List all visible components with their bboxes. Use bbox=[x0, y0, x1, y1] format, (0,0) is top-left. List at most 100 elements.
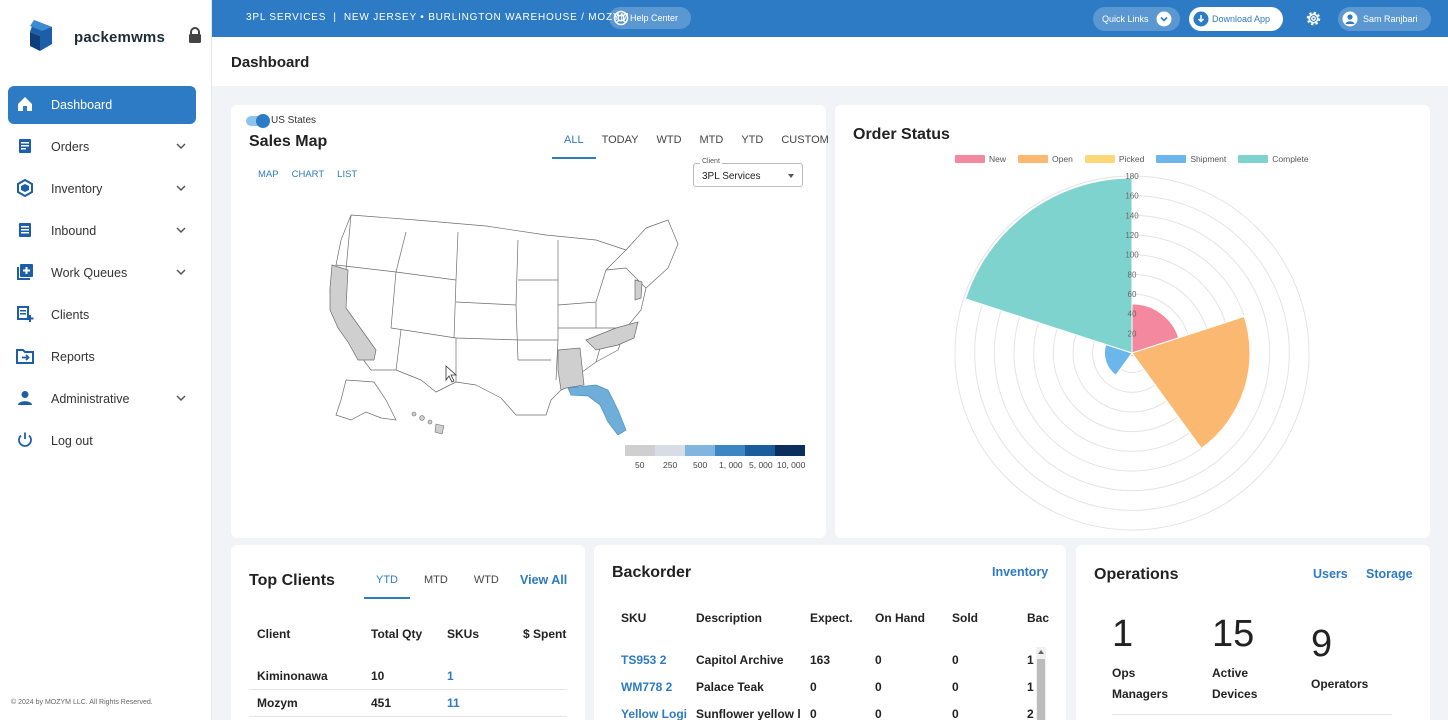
chevron-down-icon[interactable] bbox=[176, 183, 186, 193]
tab-wtd[interactable]: WTD bbox=[473, 574, 499, 586]
tab-custom[interactable]: CUSTOM bbox=[781, 134, 829, 146]
users-link[interactable]: Users bbox=[1313, 567, 1348, 581]
column-header-spent[interactable]: $ Spent bbox=[523, 627, 567, 641]
help-center-label: Help Center bbox=[630, 13, 679, 23]
view-tab-map[interactable]: MAP bbox=[258, 169, 279, 180]
chevron-down-icon[interactable] bbox=[176, 141, 186, 151]
on-hand: 0 bbox=[875, 653, 882, 667]
state-alabama bbox=[557, 347, 585, 391]
us-states-toggle[interactable] bbox=[246, 114, 270, 128]
tab-mtd[interactable]: MTD bbox=[424, 574, 448, 586]
quick-links-label: Quick Links bbox=[1102, 14, 1149, 24]
legend-item-picked[interactable]: Picked bbox=[1084, 154, 1144, 164]
column-header-on-hand[interactable]: On Hand bbox=[875, 611, 925, 625]
sidebar-item-reports[interactable]: Reports bbox=[8, 338, 196, 376]
backordered: 2 bbox=[1027, 707, 1034, 720]
column-header-skus[interactable]: SKUs bbox=[447, 627, 480, 641]
quick-links-button[interactable]: Quick Links bbox=[1093, 7, 1180, 31]
sku-link[interactable]: Yellow Logi bbox=[621, 707, 688, 720]
view-all-link[interactable]: View All bbox=[520, 573, 568, 587]
sidebar-item-label: Inventory bbox=[51, 182, 103, 196]
skus-link[interactable]: 1 bbox=[447, 669, 454, 683]
polar-wedge-open[interactable] bbox=[1131, 315, 1251, 450]
expected: 0 bbox=[810, 680, 817, 694]
sidebar-item-label: Orders bbox=[51, 140, 90, 154]
download-app-button[interactable]: Download App bbox=[1189, 7, 1283, 31]
sku-link[interactable]: WM778 2 bbox=[621, 680, 673, 694]
orders-icon bbox=[19, 139, 31, 153]
sidebar-item-logout[interactable]: Log out bbox=[8, 422, 196, 460]
legend-label: 10, 000 bbox=[777, 460, 806, 470]
user-menu-button[interactable]: Sam Ranjbari bbox=[1338, 7, 1431, 31]
sidebar: packemwms Dashboard Orders Inventory Inb… bbox=[0, 0, 212, 720]
column-header-client[interactable]: Client bbox=[257, 627, 291, 641]
table-scrollbar[interactable] bbox=[1036, 647, 1046, 720]
column-header-description[interactable]: Description bbox=[696, 611, 763, 625]
sidebar-item-clients[interactable]: Clients bbox=[8, 296, 196, 334]
sidebar-item-administrative[interactable]: Administrative bbox=[8, 380, 196, 418]
chevron-down-icon[interactable] bbox=[176, 393, 186, 403]
tab-ytd[interactable]: YTD bbox=[741, 134, 764, 146]
sidebar-item-inventory[interactable]: Inventory bbox=[8, 170, 196, 208]
operations-title: Operations bbox=[1094, 566, 1179, 583]
polar-wedge-new[interactable] bbox=[1131, 303, 1180, 354]
order-status-card: Order Status New Open Picked Shipment Co… bbox=[835, 105, 1430, 538]
breadcrumb[interactable]: 3PL SERVICES | NEW JERSEY • BURLINGTON W… bbox=[246, 12, 630, 23]
legend-item-open[interactable]: Open bbox=[1018, 154, 1073, 164]
tab-wtd[interactable]: WTD bbox=[656, 134, 682, 146]
order-status-polar-chart[interactable]: 20 40 60 80 100 120 140 160 180 bbox=[835, 105, 1430, 538]
expected: 163 bbox=[810, 653, 831, 667]
sku-link[interactable]: TS953 2 bbox=[621, 653, 667, 667]
us-states-map[interactable] bbox=[296, 210, 686, 435]
tab-today[interactable]: TODAY bbox=[601, 134, 639, 146]
state-california bbox=[329, 264, 377, 361]
lock-icon[interactable] bbox=[188, 27, 202, 44]
gear-icon[interactable] bbox=[1305, 10, 1322, 27]
view-tab-chart[interactable]: CHART bbox=[291, 169, 325, 180]
operators-count: 9 bbox=[1311, 623, 1333, 665]
tab-ytd[interactable]: YTD bbox=[364, 574, 410, 599]
sidebar-item-orders[interactable]: Orders bbox=[8, 128, 196, 166]
brand[interactable]: packemwms bbox=[28, 20, 208, 56]
tab-mtd[interactable]: MTD bbox=[699, 134, 724, 146]
operators-label: Operators bbox=[1311, 677, 1369, 691]
client-select[interactable]: Client 3PL Services bbox=[693, 158, 803, 187]
order-status-legend: New Open Picked Shipment Complete bbox=[955, 154, 1321, 164]
column-header-sku[interactable]: SKU bbox=[621, 611, 647, 625]
column-header-sold[interactable]: Sold bbox=[952, 611, 978, 625]
backordered: 1 bbox=[1027, 653, 1034, 667]
lifebuoy-icon bbox=[613, 10, 629, 26]
user-avatar-icon bbox=[1342, 11, 1358, 27]
polar-tick-label: 180 bbox=[1125, 172, 1139, 181]
user-name: Sam Ranjbari bbox=[1363, 14, 1418, 24]
view-tab-list[interactable]: LIST bbox=[337, 169, 358, 180]
polar-wedge-complete[interactable] bbox=[964, 177, 1133, 354]
state-florida bbox=[567, 384, 627, 435]
chevron-down-icon[interactable] bbox=[176, 267, 186, 277]
legend-item-shipment[interactable]: Shipment bbox=[1156, 154, 1226, 164]
page-header: Dashboard bbox=[212, 37, 1448, 86]
scrollbar-thumb[interactable] bbox=[1037, 659, 1045, 720]
chevron-down-icon[interactable] bbox=[176, 225, 186, 235]
sidebar-item-inbound[interactable]: Inbound bbox=[8, 212, 196, 250]
tab-all[interactable]: ALL bbox=[552, 134, 595, 159]
ops-managers-count: 1 bbox=[1112, 613, 1134, 655]
legend-color-swatch bbox=[715, 445, 745, 456]
sidebar-item-work-queues[interactable]: Work Queues bbox=[8, 254, 196, 292]
state-hawaii bbox=[411, 411, 445, 435]
sidebar-item-dashboard[interactable]: Dashboard bbox=[8, 86, 196, 124]
skus-link[interactable]: 11 bbox=[447, 696, 460, 710]
column-header-expect[interactable]: Expect. bbox=[810, 611, 853, 625]
scroll-up-arrow[interactable] bbox=[1038, 650, 1044, 654]
home-icon bbox=[18, 97, 32, 111]
storage-link[interactable]: Storage bbox=[1366, 567, 1413, 581]
column-header-backorder[interactable]: Bac bbox=[1027, 611, 1050, 625]
legend-item-complete[interactable]: Complete bbox=[1238, 154, 1309, 164]
ops-managers-label: Ops Managers bbox=[1112, 666, 1169, 701]
mouse-cursor-icon bbox=[445, 365, 458, 383]
column-header-total-qty[interactable]: Total Qty bbox=[371, 627, 423, 641]
legend-item-new[interactable]: New bbox=[955, 154, 1006, 164]
sidebar-item-label: Work Queues bbox=[51, 266, 128, 280]
help-center-button[interactable]: Help Center bbox=[609, 7, 691, 29]
inventory-link[interactable]: Inventory bbox=[992, 565, 1049, 579]
